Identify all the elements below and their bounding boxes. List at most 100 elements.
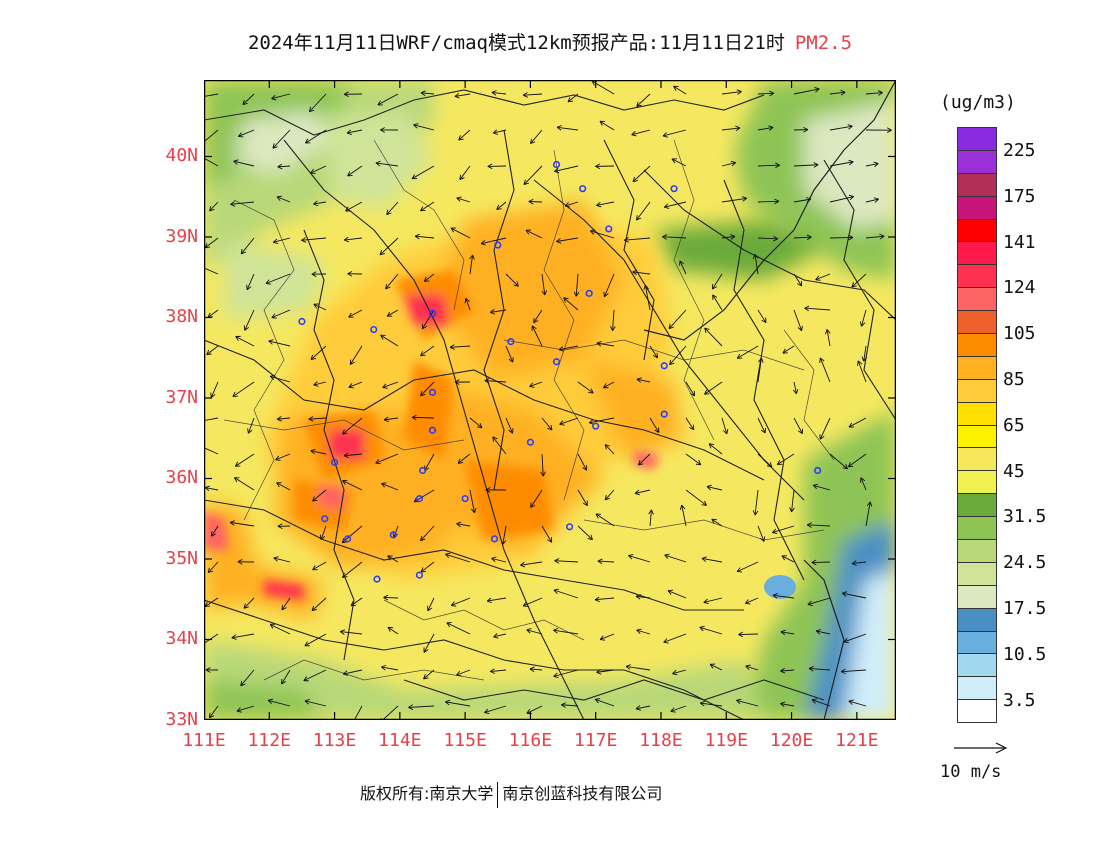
wind-arrow-head bbox=[343, 673, 349, 676]
wind-arrow-head bbox=[304, 699, 310, 702]
wind-arrow-head bbox=[563, 297, 569, 300]
wind-arrow bbox=[505, 345, 514, 363]
wind-arrow bbox=[857, 360, 867, 383]
wind-arrow-head bbox=[420, 570, 427, 573]
wind-arrow bbox=[421, 309, 435, 330]
city-marker bbox=[490, 535, 499, 543]
wind-arrow-head bbox=[774, 198, 780, 202]
city-marker bbox=[330, 458, 339, 466]
wind-arrow bbox=[636, 595, 651, 599]
wind-arrow-head bbox=[541, 290, 546, 296]
wind-arrow-head bbox=[301, 237, 306, 241]
wind-arrow bbox=[811, 561, 831, 563]
lat-label: 37N bbox=[165, 386, 198, 408]
boundary-line bbox=[204, 89, 765, 136]
wind-arrow-head bbox=[874, 163, 879, 168]
boundary-line bbox=[223, 419, 465, 451]
city-marker bbox=[373, 575, 381, 583]
wind-arrow-head bbox=[797, 430, 803, 435]
colorbar-swatch bbox=[957, 311, 997, 335]
wind-arrow-head bbox=[596, 201, 601, 206]
wind-arrow bbox=[709, 663, 723, 671]
wind-arrow-head bbox=[411, 414, 417, 418]
wind-arrow-head bbox=[502, 540, 507, 545]
wind-arrow bbox=[525, 229, 543, 239]
wind-arrow-head bbox=[636, 215, 638, 221]
wind-arrow-head bbox=[523, 179, 526, 185]
wind-arrow-head bbox=[313, 203, 319, 207]
wind-arrow-head bbox=[848, 194, 854, 197]
wind-arrow bbox=[484, 705, 507, 714]
wind-arrow bbox=[276, 196, 291, 203]
wind-arrow-head bbox=[242, 99, 245, 105]
wind-arrow-head bbox=[879, 235, 885, 240]
copyright: 版权所有:南京大学 南京创蓝科技有限公司 bbox=[360, 780, 662, 808]
wind-arrow-head bbox=[758, 357, 762, 363]
wind-arrow-head bbox=[596, 342, 602, 347]
wind-arrow-head bbox=[745, 599, 749, 604]
wind-arrow-head bbox=[243, 606, 249, 609]
wind-arrow-head bbox=[484, 380, 490, 384]
city-marker bbox=[494, 241, 502, 249]
wind-arrow-head bbox=[205, 669, 211, 673]
wind-arrow bbox=[557, 126, 579, 131]
wind-arrow-head bbox=[229, 520, 235, 523]
colorbar-tick-label: 31.5 bbox=[1003, 506, 1047, 528]
wind-arrow bbox=[711, 273, 723, 290]
wind-arrow-head bbox=[383, 419, 389, 423]
wind-arrow-head bbox=[704, 327, 707, 334]
wind-arrow-head bbox=[605, 497, 611, 501]
wind-arrow bbox=[772, 594, 795, 599]
wind-arrow bbox=[531, 325, 543, 347]
colorbar-tick-label: 3.5 bbox=[1003, 689, 1036, 711]
wind-arrow-head bbox=[645, 284, 649, 290]
wind-arrow-head bbox=[841, 592, 847, 597]
wind-arrow bbox=[344, 453, 363, 457]
city-marker bbox=[298, 317, 306, 326]
wind-arrow-head bbox=[679, 504, 683, 511]
wind-arrow bbox=[420, 381, 435, 397]
city-marker bbox=[428, 309, 437, 318]
wind-arrow bbox=[236, 705, 255, 712]
wind-arrow-head bbox=[230, 201, 235, 205]
wind-arrow-head bbox=[635, 708, 641, 711]
wind-arrow-head bbox=[456, 523, 461, 528]
wind-arrow-head bbox=[382, 383, 387, 388]
wind-arrow-head bbox=[269, 376, 275, 381]
wind-arrow-head bbox=[380, 334, 384, 340]
wind-arrow bbox=[380, 334, 399, 347]
wind-arrow-head bbox=[456, 521, 462, 525]
wind-arrow-head bbox=[234, 461, 239, 467]
wind-arrow-head bbox=[763, 536, 766, 542]
wind-arrow bbox=[811, 699, 831, 707]
wind-arrow-head bbox=[350, 601, 354, 606]
city-marker bbox=[670, 185, 678, 193]
wind-arrow bbox=[458, 129, 471, 141]
wind-arrow-head bbox=[669, 359, 672, 365]
wind-arrow bbox=[561, 704, 579, 707]
boundary-line bbox=[283, 139, 585, 720]
wind-arrow bbox=[457, 453, 471, 464]
wind-arrow-head bbox=[241, 251, 247, 255]
wind-arrow bbox=[243, 597, 255, 609]
wind-arrow bbox=[313, 201, 327, 205]
colorbar-swatch bbox=[957, 379, 997, 403]
wind-arrow-head bbox=[204, 601, 208, 607]
wind-arrow-head bbox=[513, 284, 519, 287]
wind-arrow-head bbox=[522, 601, 527, 607]
wind-arrow-head bbox=[664, 554, 669, 559]
wind-arrow-head bbox=[851, 282, 854, 288]
wind-arrow-head bbox=[780, 667, 785, 672]
wind-arrow bbox=[505, 417, 513, 434]
wind-arrow-head bbox=[631, 134, 637, 137]
colorbar bbox=[957, 127, 997, 724]
colorbar-tick-label: 85 bbox=[1003, 369, 1025, 390]
wind-arrow-head bbox=[631, 131, 636, 136]
wind-arrow-head bbox=[873, 197, 879, 200]
wind-arrow bbox=[309, 93, 327, 113]
wind-arrow bbox=[277, 417, 291, 420]
wind-arrow bbox=[649, 509, 652, 527]
wind-arrow-head bbox=[807, 522, 812, 526]
colorbar-unit: (ug/m3) bbox=[940, 92, 1016, 113]
wind-arrow-head bbox=[281, 607, 287, 611]
